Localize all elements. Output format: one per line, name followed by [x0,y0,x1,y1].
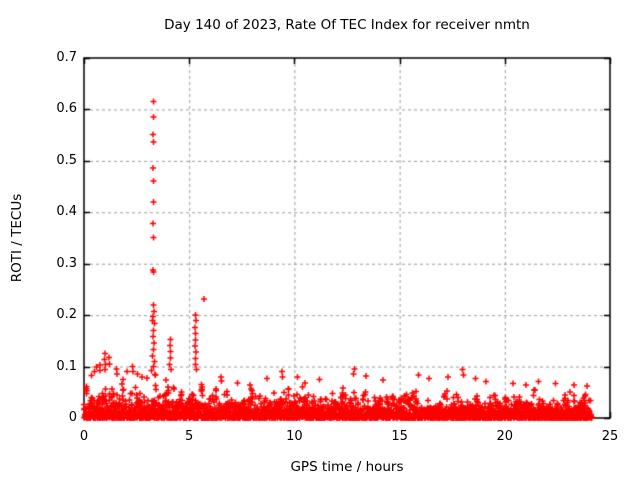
x-tick-label: 5 [185,429,194,444]
x-tick-label: 25 [601,429,619,444]
x-tick-label: 15 [391,429,408,444]
y-tick-label: 0.7 [56,50,77,65]
y-tick-label: 0.2 [56,307,77,323]
y-tick-label: 0.5 [56,152,77,168]
x-tick-label: 10 [286,429,303,444]
y-tick-label: 0.3 [56,255,77,271]
y-axis-label: ROTI / TECUs [9,193,25,283]
y-tick-label: 0.1 [56,358,77,374]
y-tick-label: 0.4 [56,204,77,220]
chart-title: Day 140 of 2023, Rate Of TEC Index for r… [164,17,530,33]
y-tick-label: 0.6 [56,101,77,117]
x-axis-label: GPS time / hours [290,459,404,475]
x-tick-label: 20 [496,429,514,444]
x-tick-label: 0 [79,429,89,444]
y-tick-label: 0 [68,410,77,425]
